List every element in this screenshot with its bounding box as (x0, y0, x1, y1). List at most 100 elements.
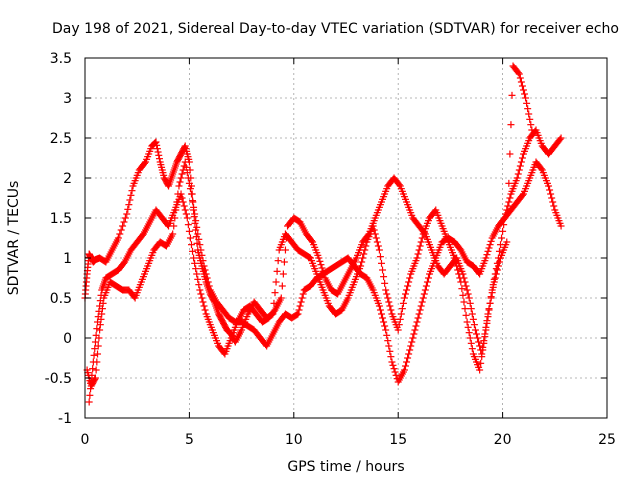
data-point (486, 241, 494, 249)
data-point (189, 247, 197, 255)
data-point (383, 290, 391, 298)
data-point (493, 266, 501, 274)
data-point (180, 202, 188, 210)
data-point (462, 282, 470, 290)
data-point (480, 337, 488, 345)
data-point (201, 306, 209, 314)
data-point (316, 257, 324, 265)
data-point (119, 222, 127, 230)
data-point (482, 254, 490, 262)
data-point (195, 235, 203, 243)
data-point (182, 210, 190, 218)
data-point (463, 286, 471, 294)
data-point (191, 210, 199, 218)
data-point (494, 262, 502, 270)
y-tick-label: 2 (63, 171, 72, 187)
data-point (407, 342, 415, 350)
data-point (476, 342, 484, 350)
data-point (411, 326, 419, 334)
data-point (478, 350, 486, 358)
data-point (87, 385, 95, 393)
data-point (485, 244, 493, 252)
data-point (464, 290, 472, 298)
data-point (376, 253, 384, 261)
data-point (477, 359, 485, 367)
data-point (91, 345, 99, 353)
data-point (194, 230, 202, 238)
data-point (420, 229, 428, 237)
data-point (404, 282, 412, 290)
data-point (181, 158, 189, 166)
data-point (385, 298, 393, 306)
data-point (121, 214, 129, 222)
data-point (94, 313, 102, 321)
data-point (550, 202, 558, 210)
data-point (385, 342, 393, 350)
data-point (320, 271, 328, 279)
x-axis-title: GPS time / hours (287, 459, 404, 475)
data-point (465, 329, 473, 337)
data-point (464, 323, 472, 331)
data-point (499, 227, 507, 235)
data-point (396, 315, 404, 323)
y-tick-label: 2.5 (50, 131, 72, 147)
data-point (505, 179, 513, 187)
data-point (421, 286, 429, 294)
data-point (466, 334, 474, 342)
data-point (370, 226, 378, 234)
data-point (126, 196, 134, 204)
data-point (308, 237, 316, 245)
data-point (371, 230, 379, 238)
data-point (390, 365, 398, 373)
series-3 (85, 62, 536, 406)
data-point (465, 294, 473, 302)
data-point (466, 299, 474, 307)
data-point (525, 110, 533, 118)
y-tick-label: -0.5 (45, 371, 72, 387)
data-point (94, 318, 102, 326)
data-point (184, 174, 192, 182)
data-point (155, 151, 163, 159)
data-point (406, 346, 414, 354)
data-point (490, 278, 498, 286)
data-point (357, 262, 365, 270)
data-point (279, 270, 287, 278)
y-tick-label: -1 (58, 411, 72, 427)
data-point (469, 315, 477, 323)
data-point (556, 135, 564, 143)
data-point (404, 354, 412, 362)
data-point (485, 305, 493, 313)
data-point (517, 158, 525, 166)
data-point (186, 185, 194, 193)
data-point (400, 366, 408, 374)
data-point (395, 181, 403, 189)
data-point (317, 261, 325, 269)
y-axis-title: SDTVAR / TECUs (6, 181, 22, 296)
data-point (197, 246, 205, 254)
data-point (483, 251, 491, 259)
data-point (117, 226, 125, 234)
data-point (422, 282, 430, 290)
data-point (518, 82, 526, 90)
data-point (462, 311, 470, 319)
data-point (467, 339, 475, 347)
data-point (410, 330, 418, 338)
data-point (362, 242, 370, 250)
data-point (468, 310, 476, 318)
data-point (178, 170, 186, 178)
data-point (87, 378, 95, 386)
data-point (190, 254, 198, 262)
data-point (375, 246, 383, 254)
data-point (397, 310, 405, 318)
data-point (487, 237, 495, 245)
data-point (470, 321, 478, 329)
data-point (379, 314, 387, 322)
data-point (518, 191, 526, 199)
data-point (89, 358, 97, 366)
data-point (198, 251, 206, 259)
data-point (202, 270, 210, 278)
data-point (420, 290, 428, 298)
data-point (388, 358, 396, 366)
data-point (506, 150, 514, 158)
